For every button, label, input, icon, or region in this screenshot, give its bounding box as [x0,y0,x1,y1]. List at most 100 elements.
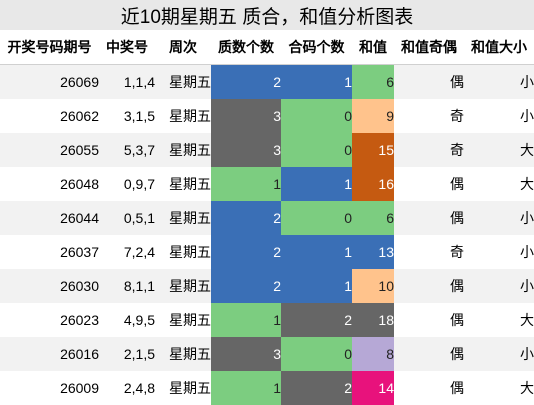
cell-sum-size: 小 [464,99,534,133]
cell-weekday: 星期五 [155,133,211,167]
cell-prime-count: 1 [211,303,281,337]
col-header-sum: 和值 [352,30,394,65]
table-row: 26023 4,9,5 星期五 1 2 18 偶大 [0,303,534,337]
cell-sum: 6 [352,64,394,99]
cell-weekday: 星期五 [155,99,211,133]
cell-composite-count: 0 [281,133,352,167]
cell-sum-size: 小 [464,269,534,303]
cell-numbers: 4,9,5 [99,303,155,337]
cell-composite-count: 1 [281,269,352,303]
cell-sum: 13 [352,235,394,269]
cell-composite-count: 1 [281,167,352,201]
cell-composite-count: 0 [281,337,352,371]
cell-numbers: 8,1,1 [99,269,155,303]
cell-numbers: 5,3,7 [99,133,155,167]
cell-sum-parity: 奇 [394,99,464,133]
cell-sum-parity: 奇 [394,235,464,269]
cell-sum: 18 [352,303,394,337]
cell-sum-size: 小 [464,235,534,269]
cell-sum: 6 [352,201,394,235]
cell-sum-size: 小 [464,201,534,235]
cell-sum-size: 大 [464,303,534,337]
cell-prime-count: 2 [211,64,281,99]
col-header-sum-parity: 和值奇偶 [394,30,464,65]
cell-prime-count: 3 [211,337,281,371]
cell-numbers: 0,9,7 [99,167,155,201]
cell-composite-count: 1 [281,235,352,269]
cell-sum-size: 小 [464,337,534,371]
cell-prime-count: 3 [211,133,281,167]
table-row: 26062 3,1,5 星期五 3 0 9 奇小 [0,99,534,133]
cell-issue: 26037 [0,235,99,269]
cell-sum-parity: 偶 [394,64,464,99]
cell-weekday: 星期五 [155,371,211,405]
table-row: 26055 5,3,7 星期五 3 0 15 奇大 [0,133,534,167]
cell-composite-count: 2 [281,303,352,337]
cell-sum-parity: 奇 [394,133,464,167]
cell-sum: 8 [352,337,394,371]
table-row: 26030 8,1,1 星期五 2 1 10 偶小 [0,269,534,303]
cell-composite-count: 0 [281,201,352,235]
chart-title: 近10期星期五 质合，和值分析图表 [0,0,534,31]
cell-weekday: 星期五 [155,201,211,235]
cell-numbers: 1,1,4 [99,64,155,99]
cell-weekday: 星期五 [155,337,211,371]
cell-sum-size: 小 [464,64,534,99]
cell-weekday: 星期五 [155,269,211,303]
cell-sum-parity: 偶 [394,303,464,337]
cell-sum-parity: 偶 [394,371,464,405]
cell-prime-count: 3 [211,99,281,133]
cell-sum-parity: 偶 [394,201,464,235]
cell-issue: 26048 [0,167,99,201]
cell-issue: 26009 [0,371,99,405]
cell-prime-count: 1 [211,371,281,405]
cell-composite-count: 1 [281,64,352,99]
cell-composite-count: 2 [281,371,352,405]
col-header-numbers: 中奖号 [99,30,155,65]
cell-prime-count: 2 [211,201,281,235]
cell-issue: 26055 [0,133,99,167]
cell-numbers: 2,4,8 [99,371,155,405]
cell-sum-size: 大 [464,167,534,201]
col-header-issue: 开奖号码期号 [0,30,99,65]
table-row: 26009 2,4,8 星期五 1 2 14 偶大 [0,371,534,405]
cell-sum: 14 [352,371,394,405]
cell-issue: 26069 [0,64,99,99]
cell-sum-parity: 偶 [394,269,464,303]
cell-prime-count: 2 [211,235,281,269]
cell-sum: 16 [352,167,394,201]
table-row: 26037 7,2,4 星期五 2 1 13 奇小 [0,235,534,269]
table-row: 26016 2,1,5 星期五 3 0 8 偶小 [0,337,534,371]
cell-weekday: 星期五 [155,235,211,269]
cell-numbers: 3,1,5 [99,99,155,133]
table-row: 26069 1,1,4 星期五 2 1 6 偶小 [0,64,534,99]
cell-sum-size: 大 [464,133,534,167]
cell-numbers: 0,5,1 [99,201,155,235]
table-row: 26044 0,5,1 星期五 2 0 6 偶小 [0,201,534,235]
cell-composite-count: 0 [281,99,352,133]
cell-sum-parity: 偶 [394,167,464,201]
cell-issue: 26016 [0,337,99,371]
results-table: 开奖号码期号 中奖号 周次 质数个数 合码个数 和值 和值奇偶 和值大小 260… [0,30,534,405]
cell-prime-count: 1 [211,167,281,201]
cell-sum: 15 [352,133,394,167]
cell-prime-count: 2 [211,269,281,303]
col-header-sum-size: 和值大小 [464,30,534,65]
cell-issue: 26062 [0,99,99,133]
cell-sum-parity: 偶 [394,337,464,371]
col-header-prime-count: 质数个数 [211,30,281,65]
cell-numbers: 7,2,4 [99,235,155,269]
cell-sum-size: 大 [464,371,534,405]
cell-weekday: 星期五 [155,64,211,99]
cell-issue: 26030 [0,269,99,303]
col-header-composite-count: 合码个数 [281,30,352,65]
cell-weekday: 星期五 [155,167,211,201]
col-header-weekday: 周次 [155,30,211,65]
cell-weekday: 星期五 [155,303,211,337]
cell-sum: 9 [352,99,394,133]
cell-numbers: 2,1,5 [99,337,155,371]
cell-sum: 10 [352,269,394,303]
table-row: 26048 0,9,7 星期五 1 1 16 偶大 [0,167,534,201]
cell-issue: 26044 [0,201,99,235]
table-body: 26069 1,1,4 星期五 2 1 6 偶小 26062 3,1,5 星期五 3 0 9 奇小 2605… [0,64,534,405]
